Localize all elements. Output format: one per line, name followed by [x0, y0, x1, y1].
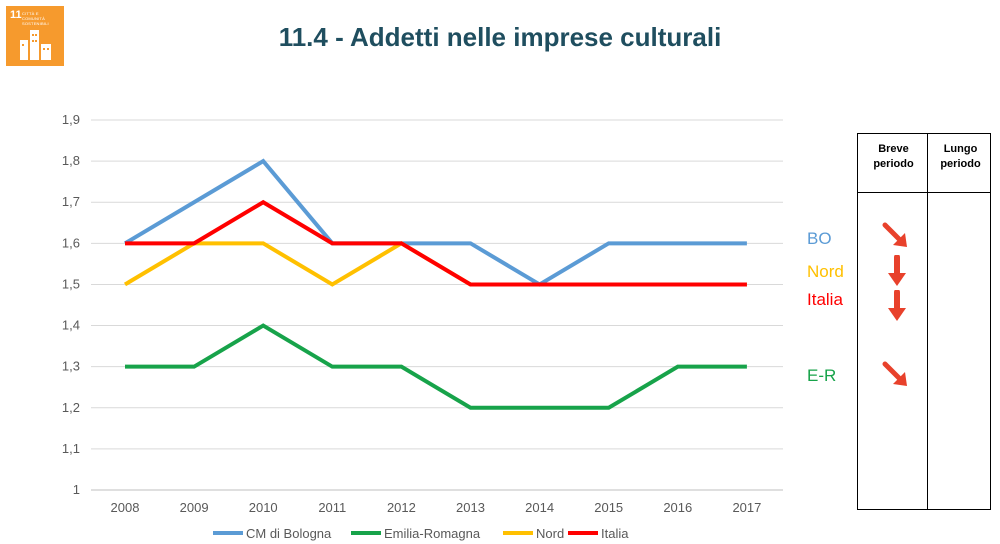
legend-label: CM di Bologna: [246, 526, 332, 541]
y-tick-label: 1,9: [62, 112, 80, 127]
x-tick-label: 2011: [318, 500, 346, 515]
trend-table: Breve periodo Lungo periodo: [857, 133, 991, 510]
x-tick-label: 2008: [111, 500, 140, 515]
y-tick-label: 1,7: [62, 194, 80, 209]
y-tick-label: 1,4: [62, 318, 80, 333]
x-tick-label: 2012: [387, 500, 416, 515]
region-label-bo: BO: [807, 229, 832, 248]
table-border-right: [990, 133, 991, 510]
series-line-1: [125, 323, 747, 410]
sdg-caption: CITTÀ E COMUNITÀ SOSTENIBILI: [22, 11, 49, 26]
header-lungo-periodo: Lungo periodo: [940, 143, 981, 170]
legend-label: Emilia-Romagna: [384, 526, 481, 541]
page-title: 11.4 - Addetti nelle imprese culturali: [278, 22, 722, 52]
x-tick-label: 2015: [594, 500, 623, 515]
y-tick-label: 1,1: [62, 441, 80, 456]
region-label-nord: Nord: [807, 262, 844, 281]
table-top-rule: [857, 133, 991, 134]
arrow-down-icon: [888, 255, 906, 286]
series-line-3: [125, 199, 747, 287]
sdg-logo: 11 CITTÀ E COMUNITÀ SOSTENIBILI: [6, 6, 64, 66]
y-tick-label: 1: [73, 482, 80, 497]
region-label-er: E-R: [807, 366, 837, 385]
x-tick-label: 2016: [663, 500, 692, 515]
table-bottom-rule: [857, 509, 991, 510]
y-tick-label: 1,5: [62, 276, 80, 291]
region-label-italia: Italia: [807, 290, 843, 309]
series-line-0: [123, 158, 747, 287]
legend-label: Nord: [536, 526, 564, 541]
sdg-number: 11: [10, 9, 22, 21]
table-header-rule: [857, 192, 991, 193]
x-tick-label: 2010: [249, 500, 278, 515]
arrow-down-right-icon: [882, 361, 907, 386]
legend-label: Italia: [601, 526, 629, 541]
x-tick-label: 2014: [525, 500, 554, 515]
table-divider: [927, 133, 928, 510]
x-tick-label: 2009: [180, 500, 209, 515]
x-tick-label: 2017: [732, 500, 761, 515]
x-tick-label: 2013: [456, 500, 485, 515]
city-icon: [20, 30, 51, 60]
arrow-down-icon: [888, 290, 906, 321]
header-breve-periodo: Breve periodo: [873, 143, 914, 170]
y-tick-label: 1,6: [62, 235, 80, 250]
arrow-down-right-icon: [882, 222, 907, 247]
line-chart: 1 1,1 1,2 1,3 1,4 1,5 1,6 1,7 1,8 1,9 2008 2009 201…: [62, 112, 783, 541]
table-border-left: [857, 133, 858, 510]
y-tick-label: 1,8: [62, 153, 80, 168]
y-tick-label: 1,2: [62, 400, 80, 415]
y-tick-label: 1,3: [62, 359, 80, 374]
